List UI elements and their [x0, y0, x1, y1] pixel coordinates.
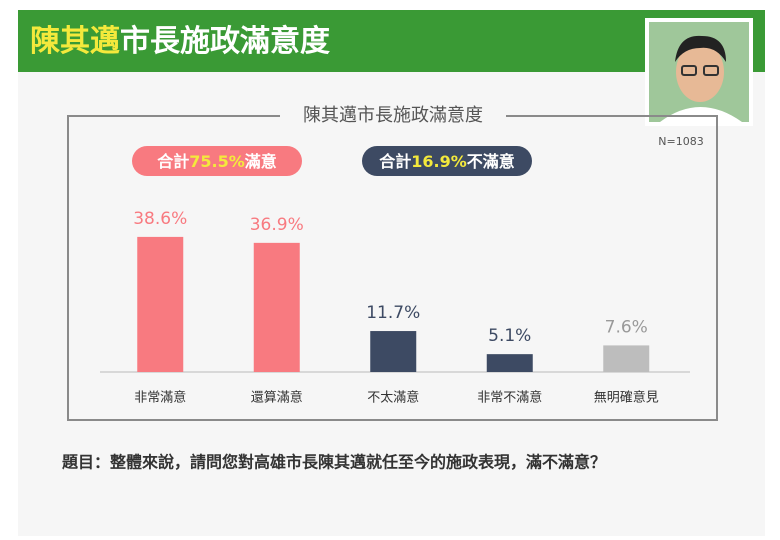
category-label: 非常滿意: [134, 390, 186, 406]
header-title: 陳其邁市長施政滿意度: [30, 24, 330, 59]
photo-hair: [675, 35, 726, 62]
category-label: 不太滿意: [367, 390, 419, 406]
chart-title: 陳其邁市長施政滿意度: [303, 105, 483, 126]
badge-part: 合計: [157, 152, 189, 171]
category-label: 還算滿意: [251, 390, 303, 406]
bar: [370, 331, 417, 372]
photo: [645, 18, 753, 126]
bar: [603, 345, 650, 372]
photo-glasses: [681, 65, 697, 76]
badge: [132, 146, 302, 176]
badge-part: 滿意: [245, 152, 277, 171]
badge-text: 合計75.5%滿意: [157, 152, 277, 171]
value-label: 5.1%: [488, 326, 531, 346]
badge-text: 合計16.9%不滿意: [379, 152, 515, 171]
badge-part: 75.5%: [189, 152, 245, 171]
badge-part: 16.9%: [411, 152, 467, 171]
header-title-name: 陳其邁: [30, 24, 120, 59]
photo-shirt: [660, 107, 742, 122]
value-label: 38.6%: [133, 209, 187, 229]
value-label: 36.9%: [250, 215, 304, 235]
badge: [362, 146, 532, 176]
header-band: [18, 10, 765, 72]
bar: [253, 242, 300, 372]
header-title-rest: 市長施政滿意度: [120, 24, 330, 59]
value-label: 7.6%: [605, 317, 648, 337]
photo-face: [676, 42, 724, 102]
chart-title-bg: [280, 104, 506, 128]
category-label: 無明確意見: [594, 390, 659, 406]
bar: [137, 236, 184, 372]
bar: [486, 354, 533, 372]
sample-note: N=1083: [658, 135, 703, 148]
value-label: 11.7%: [366, 303, 420, 323]
category-label: 非常不滿意: [477, 390, 542, 406]
photo-glasses: [703, 65, 719, 76]
badge-part: 不滿意: [467, 152, 515, 171]
question: 題目：整體來說，請問您對高雄市長陳其邁就任至今的施政表現，滿不滿意？: [62, 453, 606, 472]
badge-part: 合計: [379, 152, 411, 171]
